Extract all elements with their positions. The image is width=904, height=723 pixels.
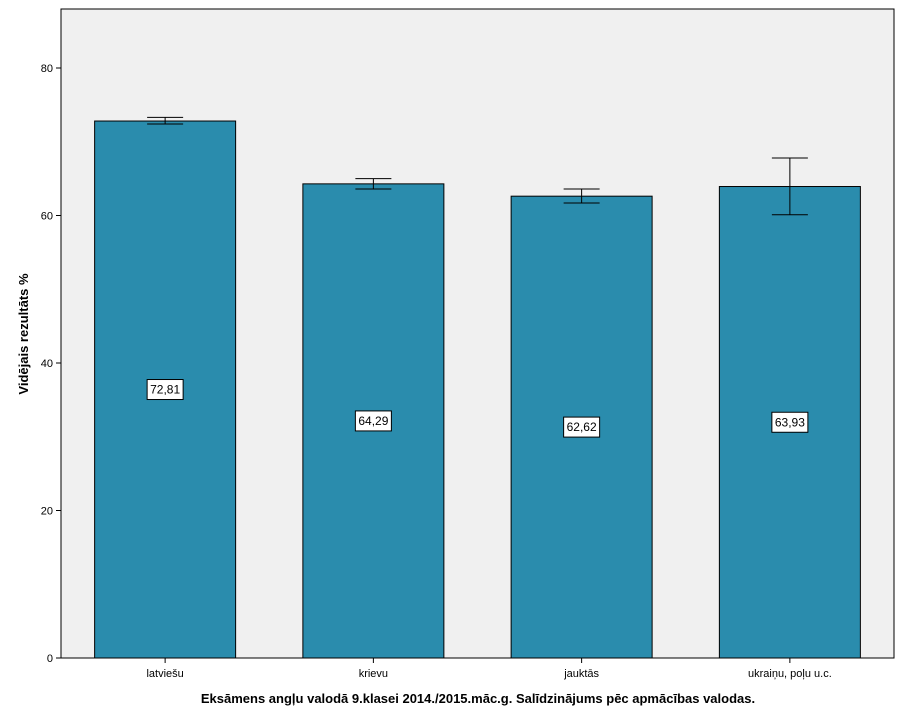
data-label: 64,29 [358, 414, 388, 428]
y-tick-label: 80 [41, 63, 53, 75]
x-tick-label: latviešu [146, 668, 183, 680]
data-label-box [146, 379, 184, 401]
x-tick-label: ukraiņu, poļu u.c. [748, 668, 832, 680]
data-label-box [771, 411, 809, 433]
y-axis: 0 20 40 60 80 [41, 63, 61, 665]
y-tick-label: 40 [41, 358, 53, 370]
error-bars-layer [147, 116, 808, 216]
data-labels-layer: 72,81 64,29 62,62 63,93 [146, 379, 809, 438]
data-label: 72,81 [150, 383, 180, 397]
data-label: 63,93 [775, 415, 805, 429]
x-axis: latviešu krievu jauktās ukraiņu, poļu u.c. [146, 658, 832, 680]
data-label: 62,62 [567, 420, 597, 434]
x-axis-title: Eksāmens angļu valodā 9.klasei 2014./201… [201, 691, 755, 706]
x-tick-label: jauktās [563, 668, 599, 680]
x-tick-label: krievu [359, 668, 388, 680]
y-tick-label: 20 [41, 506, 53, 518]
data-label-box [354, 410, 392, 432]
data-label-box [563, 416, 601, 438]
y-tick-label: 0 [47, 653, 53, 665]
y-tick-label: 60 [41, 211, 53, 223]
y-axis-title: Vidējais rezultāts % [16, 273, 31, 395]
